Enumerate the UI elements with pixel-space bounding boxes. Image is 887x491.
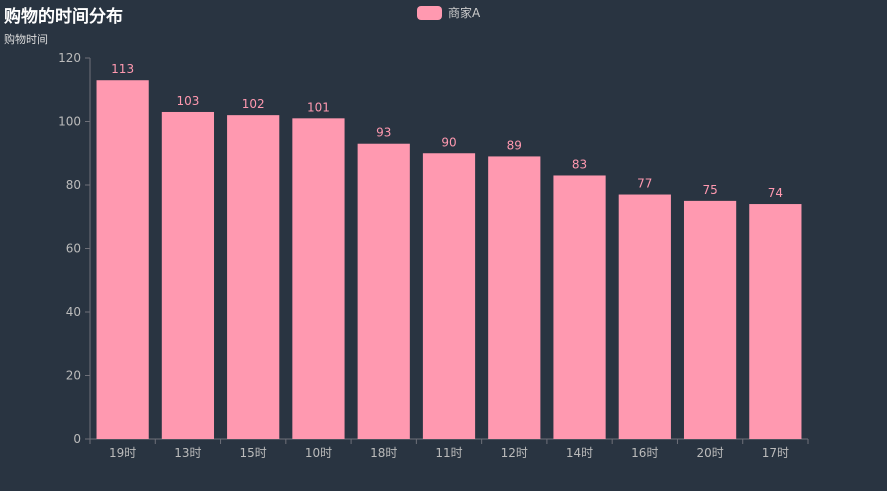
bar-value-label: 102 <box>242 97 265 111</box>
bar-value-label: 90 <box>441 135 456 149</box>
bar-value-label: 77 <box>637 177 652 191</box>
x-tick-label: 10时 <box>305 446 332 460</box>
bar-value-label: 113 <box>111 62 134 76</box>
x-tick-label: 16时 <box>631 446 658 460</box>
x-tick-label: 19时 <box>109 446 136 460</box>
bar-value-label: 89 <box>507 138 522 152</box>
bar[interactable] <box>357 143 410 439</box>
bar[interactable] <box>227 115 280 440</box>
bar[interactable] <box>618 194 671 439</box>
axes: 0 20 40 60 80 100 120 19时 13时 15时 10时 18时 11时 12时 14时 1… <box>58 51 809 460</box>
bar-value-label: 83 <box>572 157 587 171</box>
bar[interactable] <box>161 111 215 439</box>
chart-title: 购物的时间分布 <box>4 7 123 27</box>
bar-value-label: 74 <box>768 186 783 200</box>
bar[interactable] <box>488 156 541 440</box>
bars <box>96 80 802 440</box>
bar-value-label: 93 <box>376 126 391 140</box>
bar[interactable] <box>749 204 802 439</box>
x-tick-label: 12时 <box>501 446 528 460</box>
data-labels: 113 103 102 101 93 90 89 83 77 75 74 <box>111 62 783 200</box>
y-tick-label: 120 <box>58 51 81 65</box>
legend-swatch <box>417 5 442 20</box>
y-tick-label: 60 <box>66 242 81 256</box>
bar[interactable] <box>553 175 606 439</box>
y-tick-label: 40 <box>66 305 81 319</box>
x-tick-label: 11时 <box>435 446 462 460</box>
x-tick-label: 13时 <box>174 446 201 460</box>
bar-value-label: 103 <box>176 94 199 108</box>
bar[interactable] <box>683 200 737 439</box>
bar[interactable] <box>292 118 345 439</box>
bar[interactable] <box>422 153 476 439</box>
chart-subtitle: 购物时间 <box>4 33 48 46</box>
x-tick-label: 15时 <box>240 446 267 460</box>
y-tick-label: 20 <box>66 369 81 383</box>
legend[interactable]: 商家A <box>417 4 480 21</box>
x-tick-label: 17时 <box>762 446 789 460</box>
x-tick-label: 20时 <box>696 446 723 460</box>
y-tick-label: 0 <box>73 432 81 446</box>
x-tick-label: 14时 <box>566 446 593 460</box>
y-tick-label: 80 <box>66 178 81 192</box>
bar[interactable] <box>96 80 149 439</box>
bar-value-label: 75 <box>702 183 717 197</box>
y-tick-label: 100 <box>58 115 81 129</box>
legend-label: 商家A <box>448 6 481 20</box>
x-tick-label: 18时 <box>370 446 397 460</box>
bar-value-label: 101 <box>307 100 330 114</box>
